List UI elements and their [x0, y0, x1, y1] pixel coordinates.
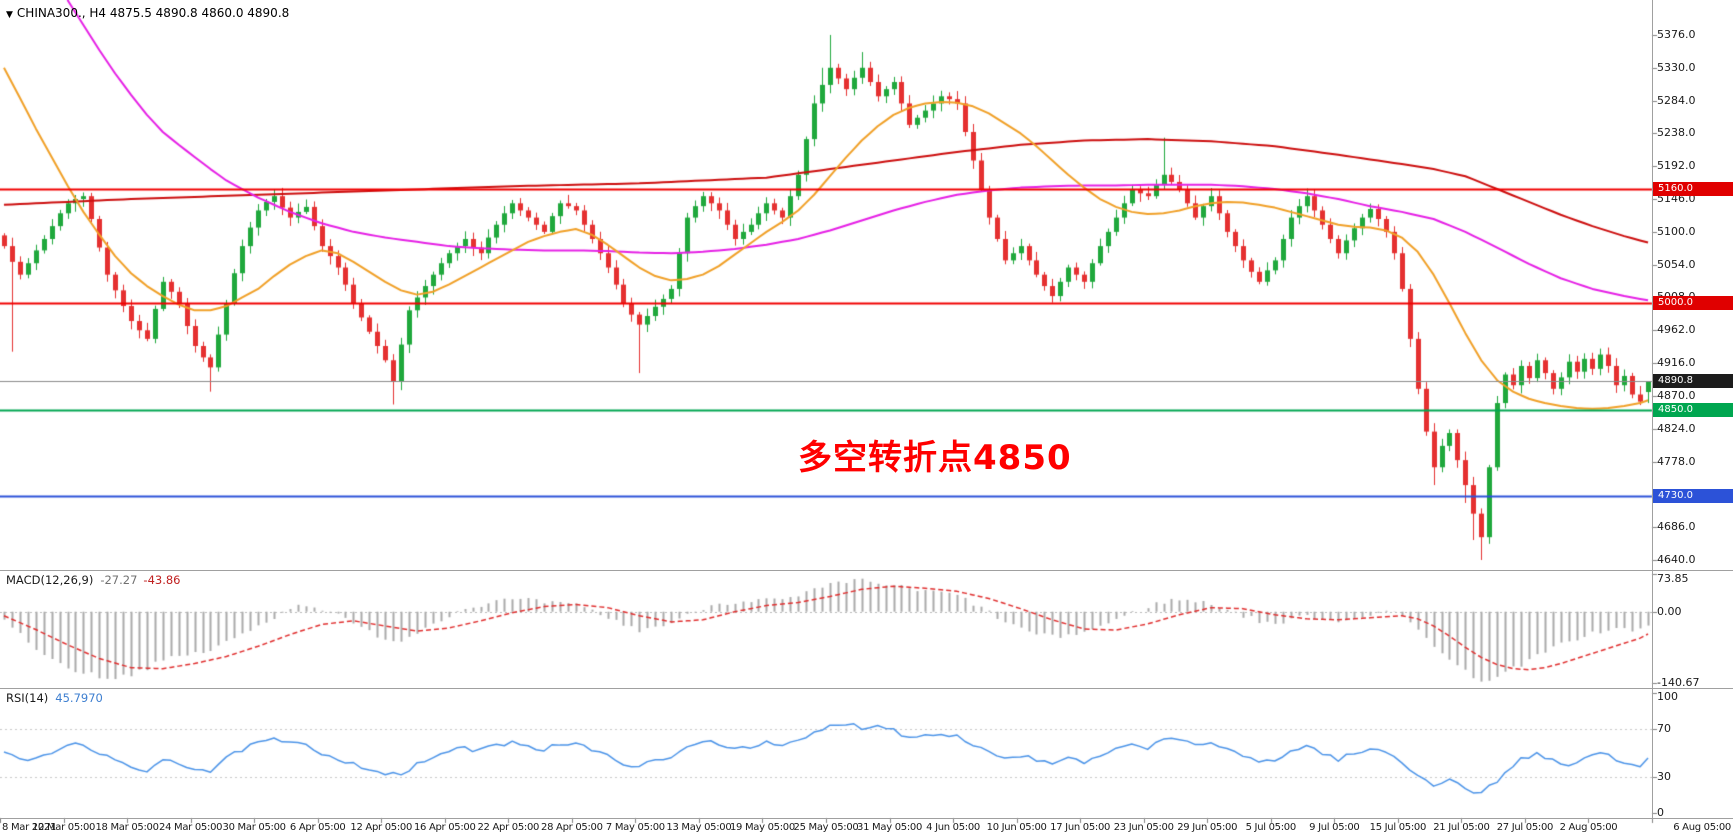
- price-axis-tick: 5192.0: [1657, 159, 1696, 173]
- rsi-axis-tick: 100: [1657, 690, 1678, 703]
- annotation-text: 多空转折点4850: [798, 438, 1072, 478]
- macd-axis-tick: 0.00: [1657, 604, 1682, 618]
- panel-separator-macd: [0, 570, 1733, 571]
- macd-axis-tick: -140.67: [1657, 676, 1700, 690]
- time-axis-label: 12 Apr 05:00: [350, 822, 413, 833]
- chart-menu-triangle-icon[interactable]: ▼: [6, 10, 13, 20]
- price-axis-line: [1652, 0, 1653, 818]
- panel-separator-rsi: [0, 688, 1733, 689]
- rsi-axis-tick: 30: [1657, 770, 1671, 784]
- price-axis-tick: 4870.0: [1657, 388, 1696, 402]
- macd-axis-tick: 73.85: [1657, 572, 1689, 585]
- time-axis-label: 9 Jul 05:00: [1309, 822, 1360, 833]
- time-axis-label: 27 Jul 05:00: [1496, 822, 1554, 833]
- rsi-axis-tick: 70: [1657, 721, 1671, 735]
- price-axis-tick: 5238.0: [1657, 126, 1696, 140]
- time-axis-label: 29 Jun 05:00: [1177, 822, 1238, 833]
- symbol-ohlc-text: CHINA300., H4 4875.5 4890.8 4860.0 4890.…: [16, 6, 290, 20]
- time-axis-label: 24 Mar 05:00: [159, 822, 223, 833]
- time-axis-label: 16 Apr 05:00: [413, 822, 476, 833]
- price-axis-tick: 5330.0: [1657, 60, 1696, 74]
- macd-main-value: -27.27: [100, 573, 138, 587]
- time-axis-label: 6 Apr 05:00: [289, 822, 346, 833]
- price-axis-tick: 4640.0: [1657, 553, 1696, 566]
- price-axis-tick: 5284.0: [1657, 93, 1696, 107]
- panel-separator-timeaxis: [0, 818, 1733, 819]
- price-axis-tick: 4824.0: [1657, 421, 1696, 435]
- symbol-ohlc-header: ▼ CHINA300., H4 4875.5 4890.8 4860.0 4890…: [6, 6, 289, 20]
- time-axis-label: 10 Jun 05:00: [986, 822, 1047, 833]
- price-axis-tick: 4962.0: [1657, 323, 1696, 337]
- time-axis-label: 2 Aug 05:00: [1559, 822, 1618, 833]
- price-axis-tick: 5100.0: [1657, 224, 1696, 238]
- time-axis-label: 21 Jul 05:00: [1433, 822, 1490, 833]
- time-axis-label: 25 May 05:00: [793, 822, 859, 833]
- time-axis-label: 12 Mar 05:00: [31, 822, 96, 833]
- rsi-axis-tick: 0: [1657, 806, 1664, 820]
- rsi-label: RSI(14): [6, 691, 49, 705]
- time-axis-label: 13 May 05:00: [666, 822, 732, 833]
- time-axis-label: 4 Jun 05:00: [926, 822, 980, 833]
- price-level-badge: 5160.0: [1653, 182, 1733, 197]
- price-axis-tick: 4686.0: [1657, 520, 1696, 534]
- macd-label: MACD(12,26,9): [6, 573, 94, 587]
- price-level-badge: 4850.0: [1653, 403, 1733, 418]
- current-price-badge: 4890.8: [1653, 374, 1733, 389]
- price-level-badge: 5000.0: [1653, 296, 1733, 311]
- time-axis-label: 15 Jul 05:00: [1369, 822, 1427, 833]
- time-axis-label: 18 Mar 05:00: [95, 822, 159, 833]
- macd-panel-label: MACD(12,26,9) -27.27 -43.86: [6, 573, 181, 587]
- time-axis-label: 30 Mar 05:00: [222, 822, 286, 833]
- time-axis-label: 8 Mar 2021: [2, 822, 57, 833]
- macd-signal-value: -43.86: [143, 573, 181, 587]
- price-axis-tick: 5054.0: [1657, 257, 1696, 271]
- time-axis-label: 28 Apr 05:00: [541, 822, 603, 833]
- time-axis-label: 6 Aug 05:00: [1673, 822, 1731, 833]
- time-axis-label: 31 May 05:00: [857, 822, 923, 833]
- price-axis-tick: 4778.0: [1657, 454, 1696, 468]
- price-axis-tick: 5376.0: [1657, 27, 1696, 41]
- rsi-value: 45.7970: [55, 691, 103, 705]
- time-axis-label: 17 Jun 05:00: [1050, 822, 1111, 833]
- time-axis-label: 22 Apr 05:00: [477, 822, 540, 833]
- price-level-badge: 4730.0: [1653, 488, 1733, 503]
- price-axis-tick: 4916.0: [1657, 356, 1696, 370]
- time-axis-label: 5 Jul 05:00: [1245, 822, 1297, 833]
- rsi-panel-label: RSI(14) 45.7970: [6, 691, 103, 705]
- time-axis-label: 19 May 05:00: [729, 822, 795, 833]
- time-axis-label: 7 May 05:00: [605, 822, 665, 833]
- time-axis-label: 23 Jun 05:00: [1113, 822, 1174, 833]
